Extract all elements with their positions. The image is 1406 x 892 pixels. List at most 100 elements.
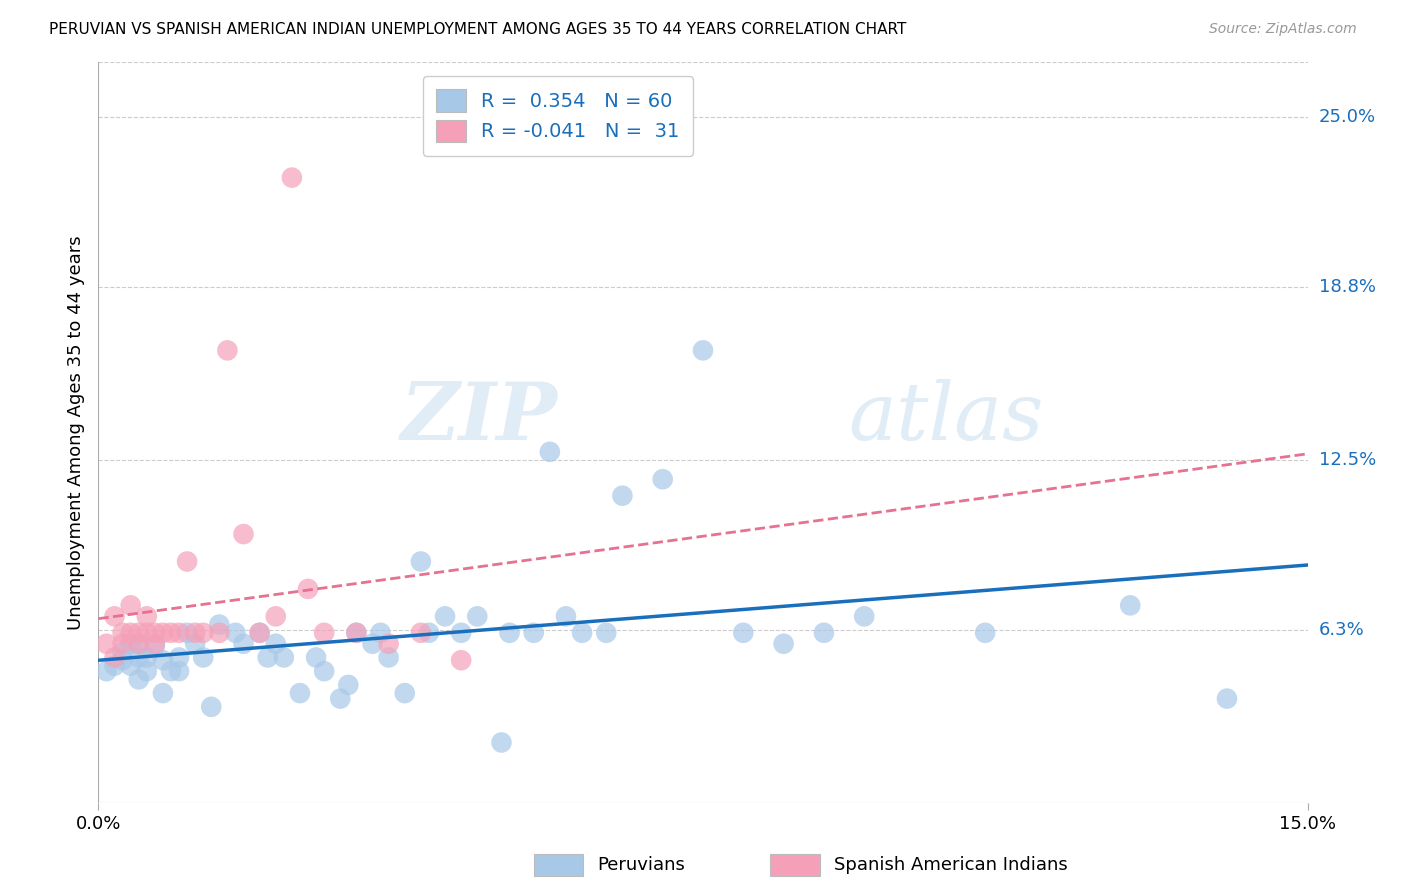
Text: 12.5%: 12.5% bbox=[1319, 451, 1376, 469]
Point bbox=[571, 625, 593, 640]
Point bbox=[249, 625, 271, 640]
Point bbox=[120, 637, 142, 651]
Point bbox=[538, 445, 561, 459]
Point bbox=[184, 625, 207, 640]
Text: atlas: atlas bbox=[848, 379, 1043, 457]
Point bbox=[772, 637, 794, 651]
Point bbox=[305, 650, 328, 665]
Text: 25.0%: 25.0% bbox=[1319, 108, 1376, 127]
Point bbox=[128, 650, 150, 665]
Point bbox=[377, 637, 399, 651]
Point bbox=[143, 637, 166, 651]
Point bbox=[103, 658, 125, 673]
Point bbox=[128, 625, 150, 640]
Point bbox=[152, 653, 174, 667]
Point bbox=[135, 625, 157, 640]
Point bbox=[120, 599, 142, 613]
Point bbox=[217, 343, 239, 358]
Point bbox=[733, 625, 755, 640]
Point bbox=[167, 650, 190, 665]
Point bbox=[160, 664, 183, 678]
Point bbox=[264, 609, 287, 624]
Text: Spanish American Indians: Spanish American Indians bbox=[834, 856, 1067, 874]
Point bbox=[281, 170, 304, 185]
Point bbox=[176, 625, 198, 640]
Text: 18.8%: 18.8% bbox=[1319, 278, 1375, 296]
Point bbox=[167, 625, 190, 640]
Point bbox=[111, 637, 134, 651]
Point bbox=[128, 673, 150, 687]
Point bbox=[555, 609, 578, 624]
Point bbox=[128, 637, 150, 651]
Point bbox=[208, 625, 231, 640]
Point bbox=[651, 472, 673, 486]
Point bbox=[143, 640, 166, 654]
Point bbox=[176, 554, 198, 568]
Point bbox=[1216, 691, 1239, 706]
Point bbox=[135, 650, 157, 665]
Point bbox=[208, 617, 231, 632]
Point bbox=[498, 625, 520, 640]
Point bbox=[1119, 599, 1142, 613]
Point bbox=[409, 625, 432, 640]
Point bbox=[370, 625, 392, 640]
Point bbox=[160, 625, 183, 640]
Legend: R =  0.354   N = 60, R = -0.041   N =  31: R = 0.354 N = 60, R = -0.041 N = 31 bbox=[423, 76, 693, 156]
Point bbox=[361, 637, 384, 651]
Point bbox=[232, 637, 254, 651]
Point bbox=[135, 609, 157, 624]
Point bbox=[491, 735, 513, 749]
Point bbox=[103, 609, 125, 624]
Point bbox=[273, 650, 295, 665]
Point bbox=[256, 650, 278, 665]
Point bbox=[111, 653, 134, 667]
Point bbox=[96, 664, 118, 678]
Point bbox=[193, 650, 215, 665]
Point bbox=[434, 609, 457, 624]
Point bbox=[224, 625, 246, 640]
Point bbox=[288, 686, 311, 700]
Point bbox=[143, 625, 166, 640]
Point bbox=[200, 699, 222, 714]
Point bbox=[184, 637, 207, 651]
Point bbox=[813, 625, 835, 640]
Point bbox=[152, 625, 174, 640]
Point bbox=[103, 650, 125, 665]
Point bbox=[595, 625, 617, 640]
Text: Peruvians: Peruvians bbox=[598, 856, 686, 874]
Point bbox=[337, 678, 360, 692]
Point bbox=[314, 625, 336, 640]
Text: 6.3%: 6.3% bbox=[1319, 621, 1364, 639]
Text: PERUVIAN VS SPANISH AMERICAN INDIAN UNEMPLOYMENT AMONG AGES 35 TO 44 YEARS CORRE: PERUVIAN VS SPANISH AMERICAN INDIAN UNEM… bbox=[49, 22, 907, 37]
Point bbox=[297, 582, 319, 596]
Point bbox=[96, 637, 118, 651]
Point bbox=[264, 637, 287, 651]
Text: ZIP: ZIP bbox=[401, 379, 558, 457]
Point bbox=[135, 664, 157, 678]
Point bbox=[418, 625, 440, 640]
Point bbox=[249, 625, 271, 640]
Point bbox=[394, 686, 416, 700]
Point bbox=[232, 527, 254, 541]
Point bbox=[193, 625, 215, 640]
Point bbox=[377, 650, 399, 665]
Point bbox=[409, 554, 432, 568]
Point bbox=[167, 664, 190, 678]
Point bbox=[152, 686, 174, 700]
Point bbox=[344, 625, 367, 640]
Point bbox=[111, 625, 134, 640]
Point bbox=[344, 625, 367, 640]
Point bbox=[450, 653, 472, 667]
Point bbox=[612, 489, 634, 503]
Point bbox=[853, 609, 876, 624]
Point bbox=[128, 637, 150, 651]
Point bbox=[111, 645, 134, 659]
Y-axis label: Unemployment Among Ages 35 to 44 years: Unemployment Among Ages 35 to 44 years bbox=[66, 235, 84, 630]
Point bbox=[692, 343, 714, 358]
Point bbox=[120, 625, 142, 640]
Point bbox=[974, 625, 997, 640]
Text: Source: ZipAtlas.com: Source: ZipAtlas.com bbox=[1209, 22, 1357, 37]
Point bbox=[120, 658, 142, 673]
Point bbox=[314, 664, 336, 678]
Point bbox=[329, 691, 352, 706]
